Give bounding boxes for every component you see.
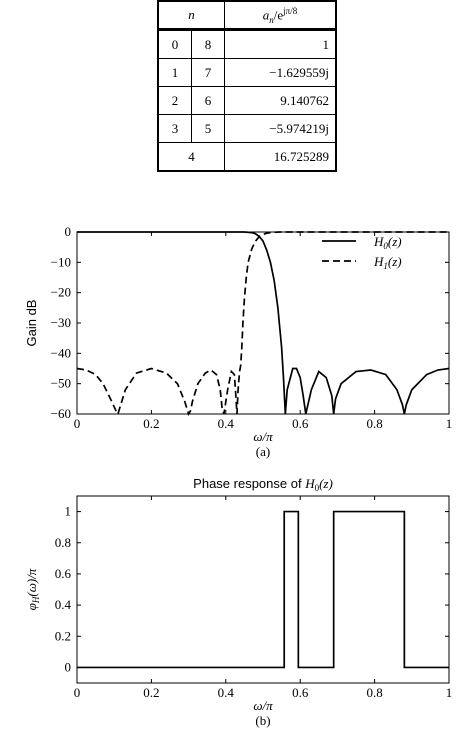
x-tick-label: 0.6: [292, 416, 309, 431]
series-line-1: [77, 231, 449, 416]
table-header-row: n an/ejπ/8: [157, 0, 337, 30]
y-axis-label: Gain dB: [24, 300, 39, 347]
row-value: 9.140762: [224, 86, 337, 115]
x-tick-label: 0.4: [218, 416, 235, 431]
legend-label: H1(z): [373, 254, 402, 271]
row-n-second: 6: [191, 86, 225, 115]
y-tick-label: −40: [51, 345, 71, 360]
y-tick-label: −60: [51, 406, 71, 421]
y-tick-label: −50: [51, 376, 71, 391]
y-tick-label: −10: [51, 254, 71, 269]
legend-label: H0(z): [373, 234, 402, 251]
y-tick-label: 0: [65, 659, 72, 674]
row-value: 1: [224, 28, 337, 59]
row-value: −5.974219j: [224, 114, 337, 143]
y-tick-label: 0: [65, 224, 72, 239]
chart-title: Phase response of H0(z): [193, 476, 333, 493]
table-row: 1 7 −1.629559j: [157, 58, 337, 87]
row-n-first: 2: [157, 86, 192, 115]
header-an-symbol: a: [262, 6, 270, 22]
x-tick-label: 0.2: [143, 416, 159, 431]
y-axis-label: φH(ω)/π: [24, 568, 41, 610]
chart-caption: (b): [255, 713, 270, 728]
y-tick-label: −30: [51, 315, 71, 330]
y-tick-label: 0.6: [55, 566, 72, 581]
table-row: 3 5 −5.974219j: [157, 114, 337, 143]
y-tick-label: 0.4: [55, 597, 72, 612]
y-tick-label: 0.8: [55, 535, 71, 550]
row-n-second: 5: [191, 114, 225, 143]
gain-chart: 0 0.2 0.4 0.6 0.8 1 0 −10 −20 −30 −40 −50 −60 ω/π(a) G…: [24, 224, 453, 459]
row-n-first: 0: [157, 28, 192, 59]
header-an-sub: n: [269, 14, 274, 25]
header-n-label: n: [188, 7, 195, 22]
x-tick-label: 0.4: [218, 685, 235, 700]
table-row: 4 16.725289: [157, 142, 337, 172]
header-an: an/ejπ/8: [224, 0, 337, 30]
phase-chart: Phase response of H0(z) 0 0.2 0.4 0.6 0.8 1 0 0.…: [24, 476, 453, 728]
x-tick-label: 1: [446, 685, 453, 700]
table-row: 0 8 1: [157, 28, 337, 59]
row-n-first: 3: [157, 114, 192, 143]
x-tick-label: 0.8: [366, 685, 382, 700]
row-value: −1.629559j: [224, 58, 337, 87]
header-an-rest: /e: [273, 6, 284, 22]
row-value: 16.725289: [224, 142, 337, 172]
row-n-merged: 4: [157, 142, 225, 172]
chart-caption: (a): [256, 444, 270, 459]
y-tick-label: 0.2: [55, 628, 71, 643]
y-tick-label: 1: [65, 504, 72, 519]
x-tick-label: 0: [74, 685, 81, 700]
plot-frame: [76, 495, 450, 684]
series-line-0: [77, 510, 449, 669]
y-tick-label: −20: [51, 285, 71, 300]
x-tick-label: 0.6: [292, 685, 309, 700]
table-row: 2 6 9.140762: [157, 86, 337, 115]
row-n-second: 7: [191, 58, 225, 87]
x-tick-label: 1: [446, 416, 453, 431]
x-axis-label: ω/π: [253, 429, 273, 444]
coefficient-table: n an/ejπ/8 0 8 1 1 7 −1.629559j 2 6 9.14…: [157, 0, 337, 172]
series-line-0: [77, 231, 449, 415]
row-n-first: 1: [157, 58, 192, 87]
x-axis-label: ω/π: [253, 698, 273, 713]
x-tick-label: 0.8: [366, 416, 382, 431]
header-an-exp: jπ/8: [283, 5, 298, 16]
x-tick-label: 0.2: [143, 685, 159, 700]
x-tick-label: 0: [74, 416, 81, 431]
header-n: n: [157, 0, 225, 30]
row-n-second: 8: [191, 28, 225, 59]
